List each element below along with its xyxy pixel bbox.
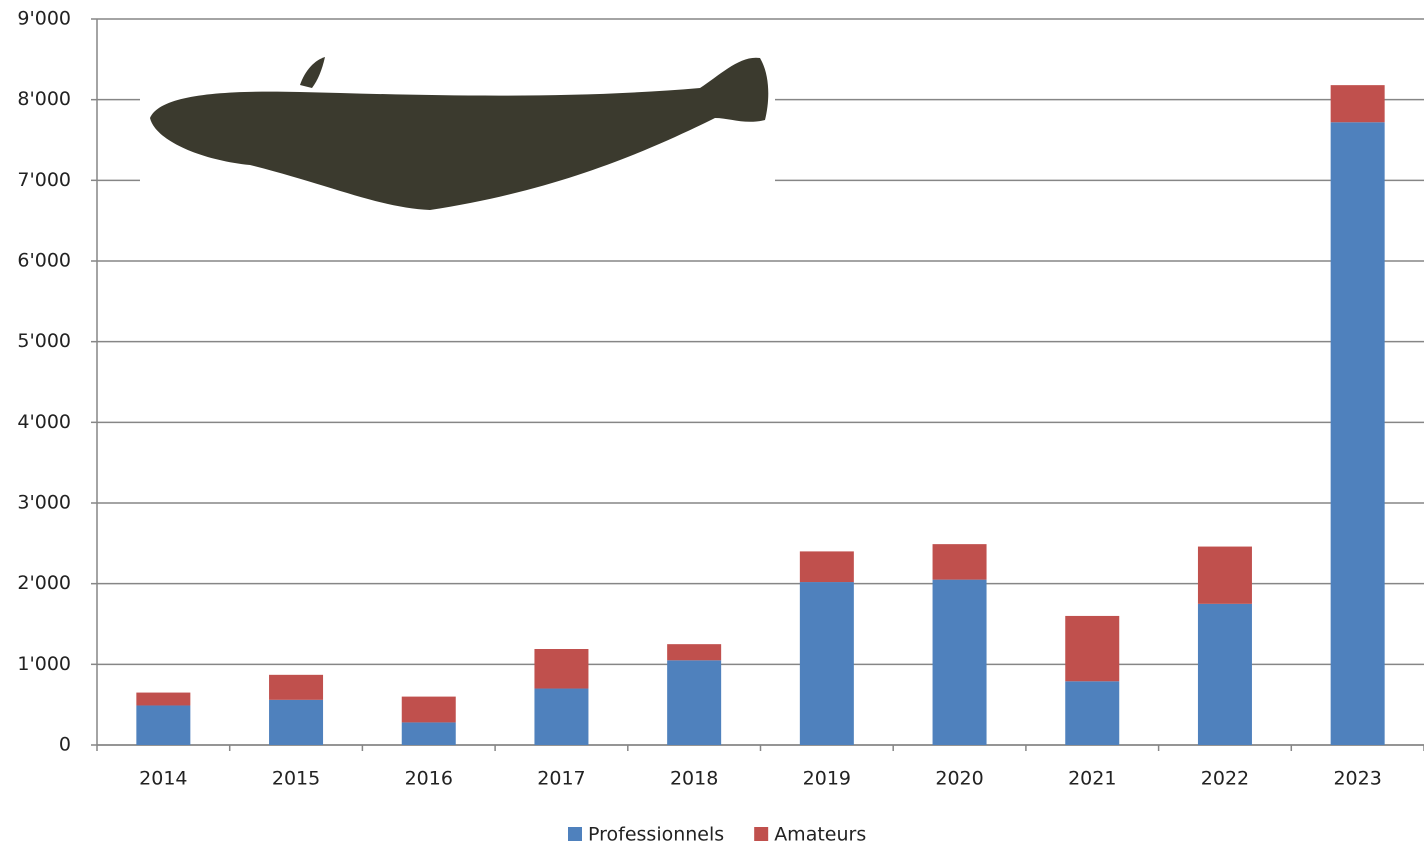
bar-segment [932, 544, 987, 580]
y-tick-label: 4'000 [17, 411, 71, 433]
x-tick-label: 2022 [1201, 768, 1249, 790]
x-tick-label: 2014 [139, 768, 187, 790]
x-tick-label: 2016 [405, 768, 453, 790]
legend-swatch [754, 827, 769, 841]
catfish-fin [300, 57, 325, 88]
bar-segment [667, 644, 722, 661]
bar-segment [269, 699, 324, 745]
y-tick-label: 8'000 [17, 88, 71, 110]
bar-segment [401, 696, 456, 723]
bar-segment [1330, 122, 1385, 745]
bar-segment [799, 582, 854, 745]
bar-segment [932, 579, 987, 745]
x-tick-label: 2020 [935, 768, 983, 790]
bar-segment [136, 692, 191, 706]
y-tick-label: 9'000 [17, 8, 71, 30]
bar-segment [534, 649, 589, 689]
x-tick-label: 2023 [1333, 768, 1381, 790]
legend-swatch [568, 827, 582, 841]
y-tick-label: 1'000 [17, 653, 71, 675]
bar-segment [136, 705, 191, 745]
x-tick-label: 2017 [537, 768, 585, 790]
bar-segment [401, 722, 456, 745]
y-tick-label: 2'000 [17, 572, 71, 594]
bar-segment [1065, 615, 1120, 682]
x-tick-label: 2021 [1068, 768, 1116, 790]
y-tick-label: 3'000 [17, 492, 71, 514]
bar-segment [269, 674, 324, 700]
y-tick-label: 0 [59, 734, 71, 756]
bar-segment [1330, 85, 1385, 123]
legend-label: Amateurs [774, 824, 866, 846]
bar-segment [667, 660, 722, 745]
catfish-image [150, 57, 769, 210]
bar-segment [1065, 681, 1120, 745]
bar-segment [1197, 603, 1252, 745]
legend-label: Professionnels [588, 824, 724, 846]
y-tick-label: 6'000 [17, 250, 71, 272]
y-tick-label: 7'000 [17, 169, 71, 191]
x-tick-label: 2015 [272, 768, 320, 790]
bar-segment [799, 551, 854, 583]
x-tick-label: 2019 [803, 768, 851, 790]
x-tick-label: 2018 [670, 768, 718, 790]
bar-segment [534, 688, 589, 745]
y-tick-label: 5'000 [17, 330, 71, 352]
bar-segment [1197, 546, 1252, 604]
